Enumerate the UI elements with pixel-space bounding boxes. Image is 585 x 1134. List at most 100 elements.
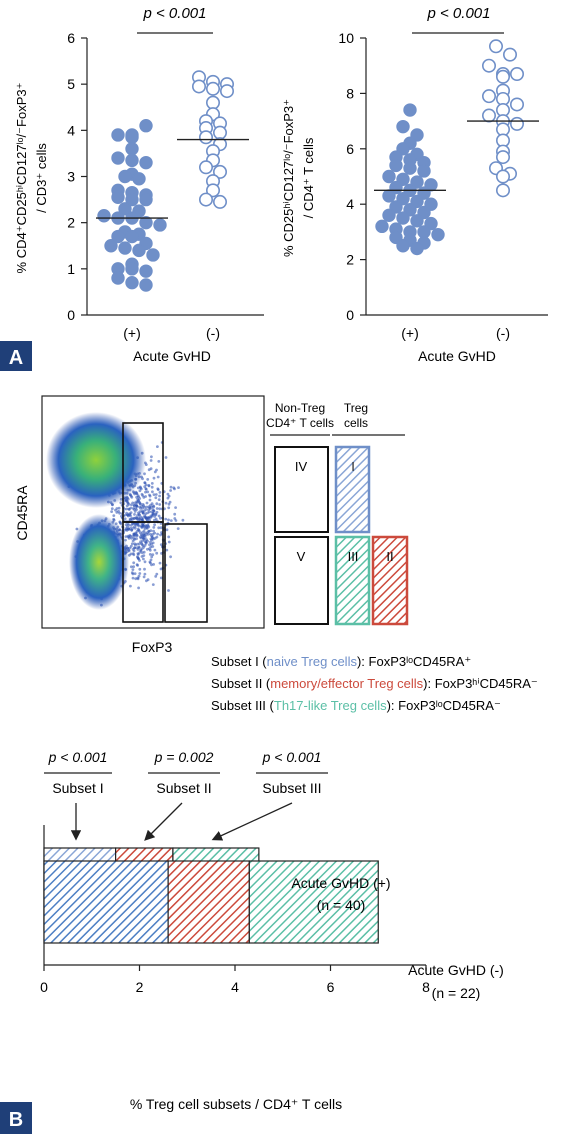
event-dot	[133, 572, 137, 575]
y-axis-label: / CD4⁺ T cells	[301, 137, 316, 218]
event-dot	[154, 496, 158, 500]
event-dot	[151, 541, 155, 545]
event-dot	[128, 534, 132, 537]
event-dot	[115, 511, 119, 514]
schematic-gate-III	[334, 535, 371, 626]
data-point	[481, 89, 496, 104]
x-tick-label: (-)	[496, 325, 510, 341]
data-point	[139, 192, 153, 207]
data-point	[199, 160, 214, 175]
event-dot	[177, 486, 180, 489]
data-point	[220, 84, 235, 99]
event-dot	[167, 589, 170, 592]
event-dot	[132, 532, 136, 536]
event-dot	[142, 516, 145, 519]
event-dot	[156, 532, 160, 536]
event-dot	[131, 501, 135, 505]
y-tick-label: 0	[67, 307, 75, 323]
svg-text:IV: IV	[295, 459, 308, 474]
event-dot	[143, 560, 147, 564]
event-dot	[144, 490, 147, 494]
event-dot	[139, 548, 143, 552]
event-dot	[173, 487, 176, 491]
bar-segment-subset-i	[43, 860, 169, 944]
event-dot	[158, 503, 162, 506]
event-dot	[164, 456, 168, 459]
event-dot	[151, 545, 155, 548]
y-tick-label: 4	[67, 122, 75, 138]
data-point	[417, 164, 431, 178]
event-dot	[137, 524, 141, 528]
event-dot	[148, 494, 152, 498]
event-dot	[138, 542, 141, 546]
event-dot	[135, 563, 139, 566]
event-dot	[124, 527, 128, 531]
event-dot	[119, 522, 123, 526]
svg-text:A: A	[9, 347, 23, 369]
event-dot	[126, 522, 130, 525]
event-dot	[156, 475, 160, 479]
event-dot	[132, 553, 136, 557]
data-point	[375, 219, 389, 234]
event-dot	[148, 548, 152, 552]
gate-subset-III	[122, 521, 164, 623]
event-dot	[147, 525, 151, 529]
data-point	[111, 229, 125, 244]
x-tick-label: 0	[40, 979, 48, 995]
y-tick-label: 10	[338, 30, 354, 46]
svg-text:I: I	[351, 459, 355, 474]
data-point	[206, 183, 221, 198]
x-tick-label: 4	[231, 979, 239, 995]
event-dot	[149, 558, 153, 562]
event-dot	[132, 561, 136, 565]
legend-line-subset-III: Subset III (Th17-like Treg cells): FoxP3…	[211, 698, 501, 713]
subset-label: Subset III	[262, 780, 321, 796]
event-dot	[152, 493, 156, 496]
event-dot	[157, 460, 161, 463]
data-point	[111, 128, 125, 142]
data-point	[502, 47, 517, 62]
event-dot	[169, 485, 173, 489]
event-dot	[151, 490, 154, 494]
event-dot	[129, 552, 133, 556]
event-dot	[150, 482, 154, 485]
data-point	[139, 215, 153, 230]
data-point	[495, 150, 510, 165]
event-dot	[150, 455, 153, 459]
x-tick-label: 6	[327, 979, 335, 995]
event-dot	[147, 484, 151, 487]
data-point	[396, 239, 410, 253]
event-dot	[164, 517, 168, 521]
y-tick-label: 0	[346, 307, 354, 323]
svg-text:III: III	[348, 549, 359, 564]
data-point	[111, 190, 125, 204]
event-dot	[174, 519, 178, 522]
event-dot	[112, 514, 116, 517]
event-dot	[158, 494, 162, 498]
event-dot	[141, 511, 145, 515]
data-point	[125, 275, 139, 290]
scatter-chart-left: p < 0.001 0 1 2 3 4 5 6 (+) (-) Acute GvHD % C…	[14, 5, 264, 364]
subset-annotations: p < 0.001 Subset I p = 0.002 Subset II p…	[44, 749, 328, 841]
event-dot	[174, 506, 178, 509]
pvalue-label: p = 0.002	[154, 749, 214, 765]
event-dot	[147, 468, 151, 472]
data-point	[213, 164, 228, 179]
data-point	[153, 218, 167, 232]
points-group	[96, 70, 249, 292]
event-dot	[148, 518, 152, 522]
event-dot	[144, 512, 148, 515]
flow-x-label: FoxP3	[132, 639, 173, 655]
event-dot	[142, 575, 146, 579]
svg-text:II: II	[386, 549, 393, 564]
data-point	[118, 241, 132, 255]
event-dot	[124, 513, 127, 517]
event-dot	[137, 495, 141, 499]
event-dot	[153, 531, 157, 535]
event-dot	[146, 516, 150, 520]
event-dot	[144, 483, 148, 487]
event-dot	[152, 509, 156, 513]
event-dot	[150, 555, 154, 559]
event-dot	[159, 526, 163, 530]
